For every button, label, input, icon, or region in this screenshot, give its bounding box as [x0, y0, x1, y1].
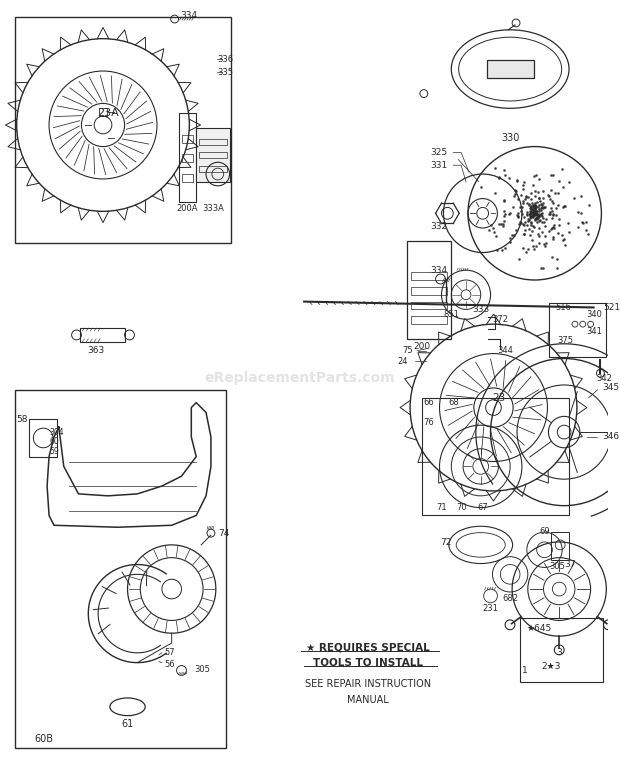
Bar [196, 128, 229, 182]
Bar [182, 154, 193, 162]
Bar [199, 153, 227, 158]
Text: 305: 305 [194, 665, 210, 674]
Text: 372: 372 [492, 315, 508, 324]
Bar [29, 419, 57, 457]
Text: 330: 330 [501, 133, 520, 143]
Text: 305: 305 [549, 562, 565, 571]
Text: 23A: 23A [97, 108, 119, 118]
Text: 37: 37 [564, 560, 575, 569]
Text: 363: 363 [87, 346, 105, 355]
Text: 67: 67 [477, 503, 488, 512]
Text: 75: 75 [402, 346, 412, 355]
Bar [179, 113, 196, 201]
Text: 341: 341 [587, 326, 603, 336]
Bar [411, 316, 448, 324]
Bar [182, 135, 193, 143]
Bar [422, 398, 569, 515]
Text: 72: 72 [441, 538, 452, 548]
Bar [411, 287, 448, 295]
Text: 333: 333 [472, 305, 489, 314]
Text: 24: 24 [397, 357, 407, 366]
Text: 340: 340 [587, 310, 603, 319]
Text: eReplacementParts.com: eReplacementParts.com [204, 371, 394, 385]
Text: 333A: 333A [202, 204, 224, 213]
Text: 58: 58 [16, 415, 27, 424]
Text: 70: 70 [456, 503, 466, 512]
Bar [487, 60, 534, 78]
Text: 60: 60 [49, 438, 59, 446]
Text: 66: 66 [423, 398, 434, 407]
Bar [199, 139, 227, 144]
Bar [15, 390, 226, 748]
Text: 331: 331 [430, 161, 447, 170]
Text: 2★3: 2★3 [542, 662, 561, 671]
Text: 334: 334 [180, 11, 197, 20]
Text: 68: 68 [449, 398, 459, 407]
Text: 60B: 60B [34, 734, 53, 744]
Text: SEE REPAIR INSTRUCTION: SEE REPAIR INSTRUCTION [305, 679, 431, 689]
Text: 346: 346 [603, 432, 619, 442]
Text: 69: 69 [539, 527, 550, 535]
Text: 71: 71 [436, 503, 447, 512]
Text: 345: 345 [603, 383, 619, 392]
Text: 56: 56 [165, 660, 175, 669]
Text: 1: 1 [522, 666, 528, 675]
Text: 332: 332 [430, 221, 447, 230]
Text: 325: 325 [430, 148, 447, 157]
Bar [15, 17, 231, 243]
Text: 335: 335 [218, 68, 234, 77]
Text: TOOLS TO INSTALL: TOOLS TO INSTALL [313, 657, 423, 667]
Bar [551, 532, 569, 560]
Bar [182, 174, 193, 182]
Text: 200A: 200A [177, 204, 198, 213]
Text: 344: 344 [497, 346, 513, 355]
Bar [199, 166, 227, 172]
Text: 851: 851 [443, 310, 459, 319]
Text: 231: 231 [482, 604, 498, 613]
Text: 3: 3 [556, 648, 562, 657]
Text: 76: 76 [423, 418, 434, 427]
Text: MANUAL: MANUAL [347, 695, 389, 705]
Text: 74: 74 [218, 528, 229, 538]
Bar [407, 240, 451, 339]
Text: 23: 23 [492, 392, 505, 402]
Text: 200: 200 [414, 343, 430, 351]
Text: 682: 682 [502, 594, 518, 604]
Bar [520, 618, 603, 682]
Text: 375: 375 [557, 336, 574, 346]
Text: 57: 57 [165, 648, 175, 657]
Text: 59: 59 [49, 447, 59, 456]
Text: 516: 516 [556, 303, 571, 312]
Text: ★ REQUIRES SPECIAL: ★ REQUIRES SPECIAL [306, 643, 430, 653]
Text: 521: 521 [603, 303, 620, 312]
Bar [411, 302, 448, 310]
Text: 304: 304 [49, 428, 64, 436]
Text: 61: 61 [122, 720, 134, 730]
Bar [411, 272, 448, 280]
Bar [99, 108, 107, 116]
Text: 336: 336 [218, 55, 234, 64]
Text: 342: 342 [596, 373, 613, 382]
Bar [81, 328, 125, 342]
Bar [549, 303, 606, 356]
Text: 334: 334 [430, 266, 447, 275]
Text: ★645: ★645 [527, 624, 552, 633]
